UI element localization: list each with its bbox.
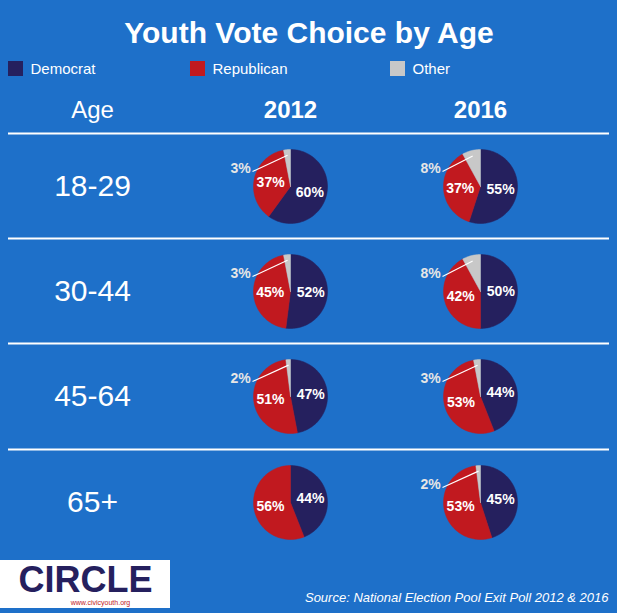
svg-text:37%: 37% <box>446 180 475 196</box>
svg-text:2012: 2012 <box>264 96 317 123</box>
svg-text:18-29: 18-29 <box>54 169 131 202</box>
svg-text:51%: 51% <box>256 391 285 407</box>
svg-text:53%: 53% <box>447 394 476 410</box>
svg-text:3%: 3% <box>230 160 251 176</box>
svg-text:50%: 50% <box>487 283 516 299</box>
svg-text:55%: 55% <box>487 181 516 197</box>
svg-text:2%: 2% <box>230 370 251 386</box>
svg-text:Youth Vote Choice by Age: Youth Vote Choice by Age <box>124 16 493 49</box>
svg-text:44%: 44% <box>486 384 515 400</box>
svg-text:3%: 3% <box>230 265 251 281</box>
svg-text:Source: National Election Pool: Source: National Election Pool Exit Poll… <box>305 590 609 605</box>
svg-text:Age: Age <box>71 96 114 123</box>
svg-text:Other: Other <box>413 60 451 77</box>
svg-text:52%: 52% <box>297 284 326 300</box>
svg-text:37%: 37% <box>257 174 286 190</box>
svg-text:45-64: 45-64 <box>54 379 131 412</box>
svg-text:2016: 2016 <box>454 96 507 123</box>
svg-text:www.civicyouth.org: www.civicyouth.org <box>70 599 131 607</box>
svg-text:47%: 47% <box>297 386 326 402</box>
svg-text:3%: 3% <box>420 370 441 386</box>
svg-text:53%: 53% <box>447 498 476 514</box>
svg-text:60%: 60% <box>296 184 325 200</box>
svg-text:8%: 8% <box>420 160 441 176</box>
svg-text:Democrat: Democrat <box>31 60 97 77</box>
svg-text:30-44: 30-44 <box>54 274 131 307</box>
svg-text:45%: 45% <box>256 284 285 300</box>
svg-text:Republican: Republican <box>213 60 288 77</box>
svg-text:2%: 2% <box>420 476 441 492</box>
svg-text:45%: 45% <box>487 491 516 507</box>
svg-text:56%: 56% <box>256 498 285 514</box>
svg-text:44%: 44% <box>296 490 325 506</box>
svg-text:CIRCLE: CIRCLE <box>19 559 153 600</box>
svg-text:8%: 8% <box>420 265 441 281</box>
svg-text:42%: 42% <box>447 288 476 304</box>
svg-text:65+: 65+ <box>67 485 118 518</box>
